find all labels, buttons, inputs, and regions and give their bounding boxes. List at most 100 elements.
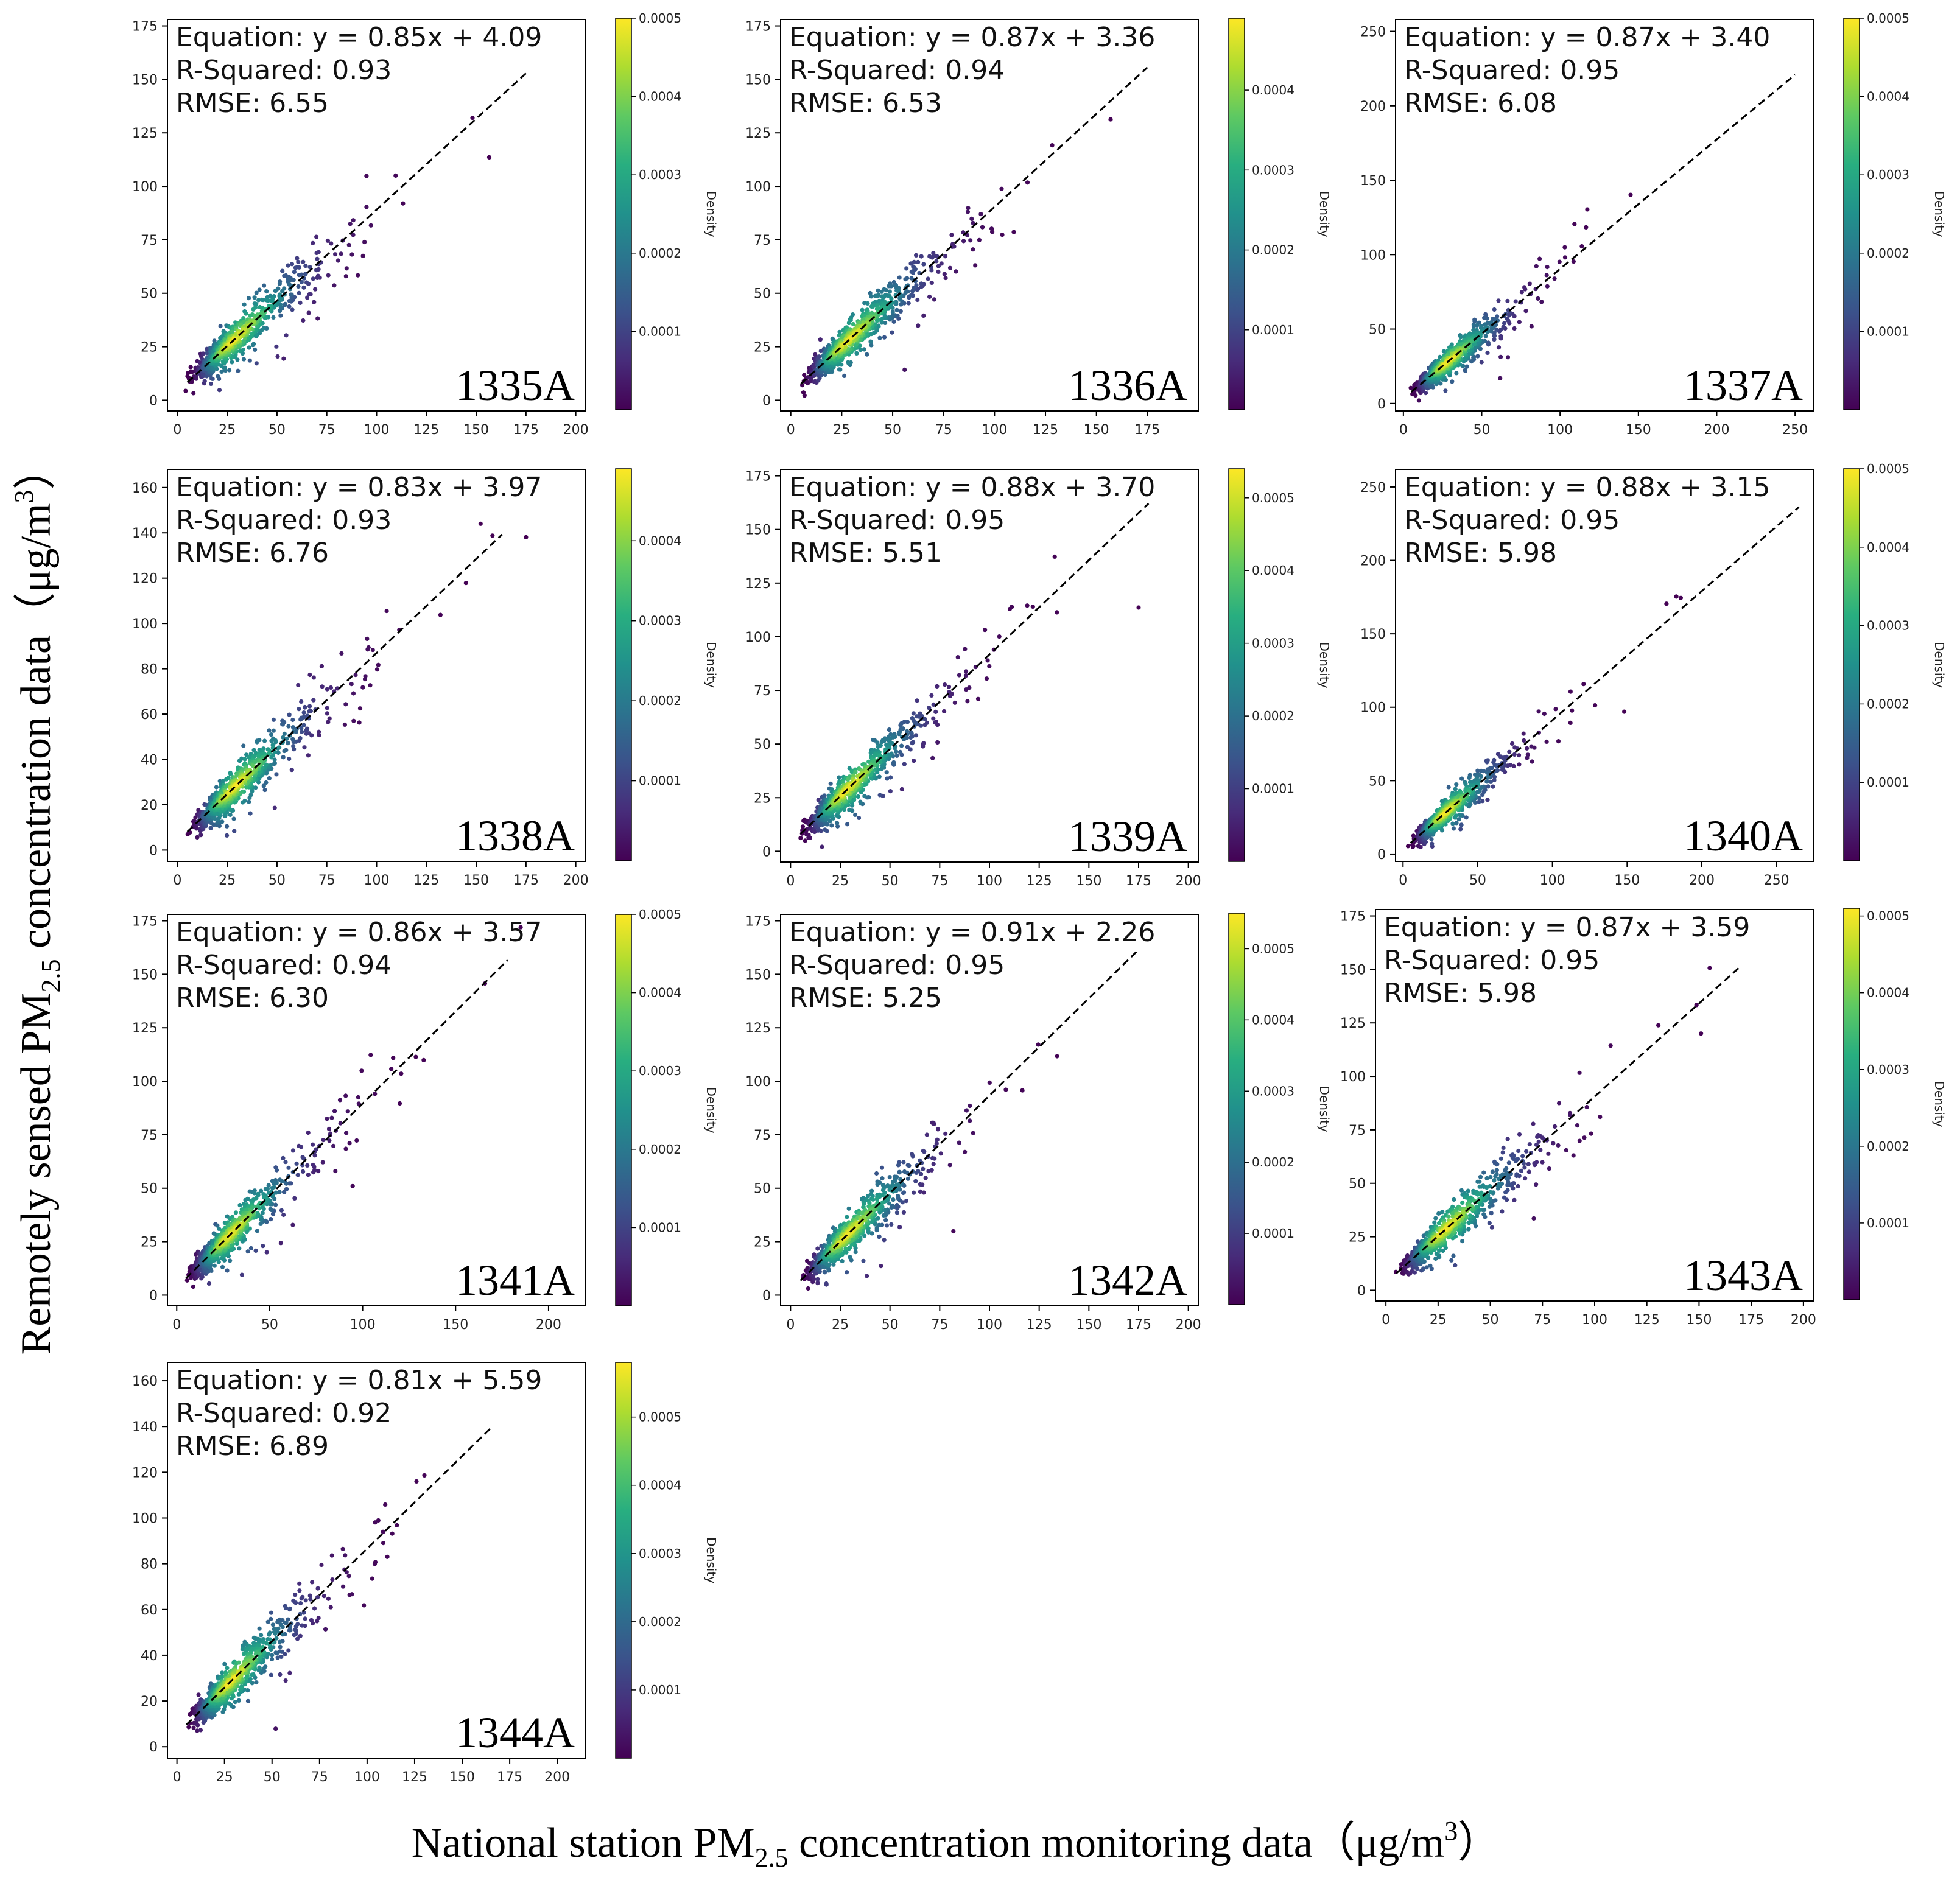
scatter-point	[255, 1211, 260, 1216]
scatter-point	[307, 672, 312, 678]
y-tick-label: 150	[745, 72, 771, 88]
scatter-point	[942, 709, 947, 714]
scatter-point	[957, 673, 961, 678]
scatter-point	[1570, 708, 1575, 713]
scatter-point	[349, 252, 354, 257]
scatter-point	[401, 201, 406, 206]
scatter-point	[890, 309, 895, 315]
scatter-point	[879, 289, 884, 294]
scatter-point	[1463, 356, 1468, 360]
scatter-point	[915, 287, 919, 292]
scatter-point	[912, 286, 916, 290]
scatter-point	[1512, 752, 1517, 757]
scatter-point	[1108, 117, 1113, 122]
scatter-point	[283, 1160, 288, 1165]
x-tick-label: 25	[219, 873, 236, 888]
scatter-point	[862, 301, 867, 306]
scatter-point	[1475, 790, 1480, 794]
scatter-point	[296, 284, 301, 289]
scatter-point	[248, 811, 253, 816]
scatter-point	[241, 743, 246, 748]
scatter-point	[898, 302, 903, 307]
scatter-point	[1544, 273, 1549, 278]
y-tick-label: 200	[1360, 99, 1386, 114]
scatter-point	[314, 250, 319, 256]
colorbar-tick-label: 0.0003	[1867, 619, 1909, 633]
scatter-point	[311, 675, 316, 680]
scatter-point	[908, 261, 913, 266]
colorbar	[615, 468, 632, 861]
scatter-point	[1529, 324, 1534, 329]
scatter-point	[248, 1246, 253, 1251]
scatter-point	[837, 367, 842, 372]
scatter-point	[1545, 265, 1550, 270]
scatter-point	[254, 301, 259, 306]
scatter-point	[303, 272, 308, 276]
colorbar-tick-label: 0.0001	[1867, 324, 1909, 338]
scatter-point	[919, 254, 924, 259]
rmse-text: RMSE: 6.53	[789, 88, 942, 119]
scatter-point	[802, 373, 807, 377]
scatter-point	[1438, 354, 1442, 359]
scatter-point	[888, 789, 893, 794]
scatter-point	[1523, 309, 1528, 314]
y-tick-label: 50	[754, 287, 771, 302]
scatter-point	[883, 320, 888, 326]
scatter-point	[353, 673, 358, 678]
scatter-point	[299, 699, 304, 704]
scatter-point	[344, 266, 349, 271]
scatter-point	[1454, 782, 1459, 787]
scatter-point	[303, 705, 307, 710]
scatter-point	[247, 799, 251, 804]
scatter-point	[281, 755, 286, 760]
scatter-point	[1525, 746, 1530, 751]
scatter-point	[965, 699, 970, 704]
scatter-point	[876, 293, 880, 299]
scatter-point	[1475, 354, 1480, 359]
y-tick-label: 75	[141, 233, 158, 248]
scatter-point	[902, 367, 907, 373]
scatter-point	[356, 273, 360, 278]
x-tick-label: 75	[935, 422, 952, 438]
x-tick-label: 200	[1704, 422, 1729, 438]
scatter-point	[280, 289, 285, 293]
scatter-point	[1494, 327, 1499, 332]
scatter-point	[1429, 837, 1434, 842]
scatter-point	[295, 256, 300, 261]
scatter-point	[845, 822, 850, 827]
scatter-point	[997, 634, 1002, 639]
scatter-point	[272, 805, 277, 810]
x-tick-label: 50	[269, 422, 286, 438]
scatter-point	[490, 533, 495, 538]
scatter-point	[911, 270, 916, 275]
scatter-point	[197, 360, 202, 365]
scatter-point	[320, 1160, 325, 1165]
scatter-point	[919, 284, 924, 290]
scatter-point	[301, 1169, 306, 1174]
scatter-point	[942, 272, 947, 276]
scatter-point	[1502, 321, 1507, 326]
scatter-point	[1568, 689, 1573, 694]
scatter-point	[1527, 281, 1532, 286]
scatter-point	[333, 1169, 338, 1174]
scatter-point	[1471, 355, 1476, 360]
station-label: 1335A	[455, 361, 575, 410]
scatter-point	[949, 233, 954, 237]
scatter-point	[310, 1142, 315, 1147]
scatter-point	[1464, 815, 1469, 820]
scatter-point	[311, 698, 316, 703]
scatter-point	[363, 674, 368, 679]
scatter-point	[357, 706, 363, 711]
scatter-point	[315, 316, 320, 321]
scatter-point	[279, 1179, 284, 1183]
scatter-point	[292, 1196, 297, 1201]
scatter-point	[907, 294, 912, 299]
scatter-point	[304, 728, 309, 733]
scatter-point	[307, 709, 312, 713]
x-tick-label: 125	[1027, 874, 1052, 889]
scatter-point	[961, 239, 966, 244]
scatter-point	[910, 741, 915, 746]
scatter-point	[413, 1054, 418, 1059]
x-tick-label: 0	[173, 422, 181, 438]
